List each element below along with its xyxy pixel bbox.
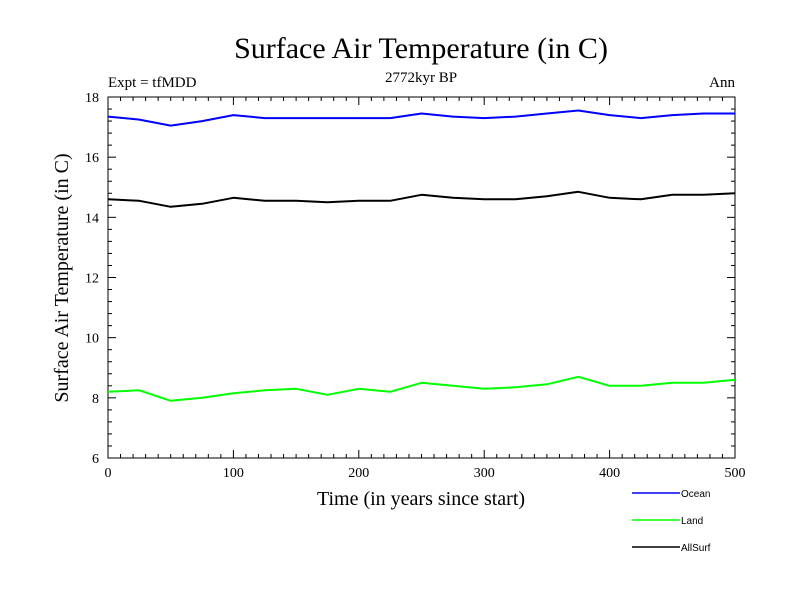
x-axis-label: Time (in years since start) — [317, 488, 525, 510]
experiment-label: Expt = tfMDD — [108, 75, 197, 91]
y-tick-label: 6 — [92, 452, 99, 467]
legend: Ocean Land AllSurf — [632, 489, 711, 554]
x-tick-label: 0 — [105, 466, 112, 481]
x-tick-label: 500 — [725, 466, 746, 481]
y-tick-label: 18 — [85, 91, 99, 106]
legend-label-allsurf: AllSurf — [681, 543, 711, 554]
x-tick-label: 200 — [348, 466, 369, 481]
y-tick-label: 16 — [85, 151, 99, 166]
x-tick-label: 400 — [599, 466, 620, 481]
legend-label-land: Land — [681, 516, 703, 527]
plot-frame — [107, 96, 736, 459]
series-line-allsurf — [107, 190, 736, 208]
period-label: Ann — [709, 75, 735, 91]
series-line-land — [107, 375, 736, 402]
x-tick-label: 300 — [474, 466, 495, 481]
legend-label-ocean: Ocean — [681, 489, 710, 500]
y-tick-label: 14 — [85, 211, 99, 226]
y-tick-label: 12 — [85, 272, 99, 287]
chart-title: Surface Air Temperature (in C) — [234, 32, 608, 65]
chart-subtitle: 2772kyr BP — [385, 70, 457, 86]
y-tick-label: 10 — [85, 332, 99, 347]
series-line-ocean — [107, 109, 735, 127]
y-axis-label: Surface Air Temperature (in C) — [51, 153, 73, 402]
y-tick-label: 8 — [92, 392, 99, 407]
x-tick-label: 100 — [223, 466, 244, 481]
